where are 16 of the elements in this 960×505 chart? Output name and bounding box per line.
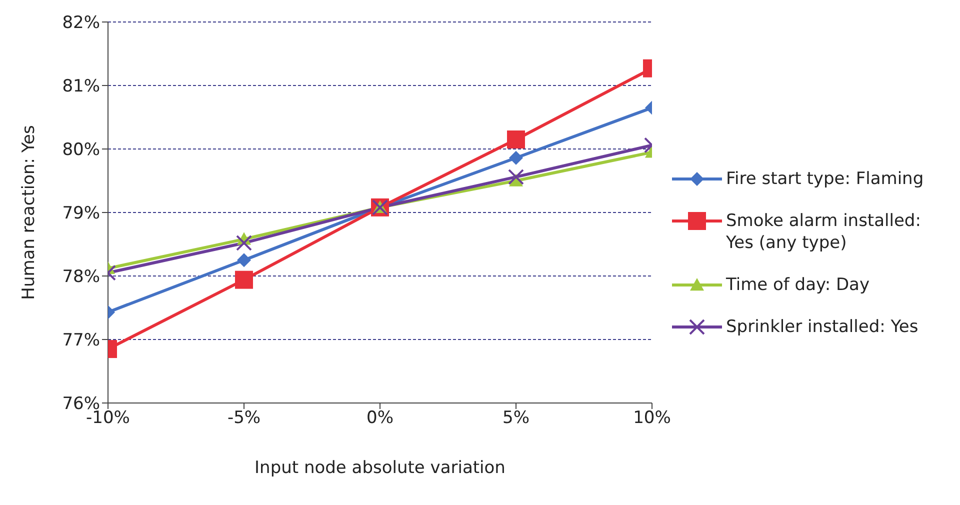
y-tick-label: 79% [62, 204, 100, 224]
y-tick-label: 77% [62, 330, 100, 351]
y-tick-label: 80% [62, 140, 100, 160]
x-tick-label: 10% [633, 408, 671, 428]
x-tick-label: 0% [366, 408, 394, 428]
y-axis-title: Human reaction: Yes [19, 125, 40, 300]
x-tick-label: -5% [227, 408, 261, 428]
y-tick-label: 78% [62, 267, 100, 288]
legend-label: Fire start type: Flaming [726, 168, 924, 190]
legend-label: Smoke alarm installed: Yes (any type) [726, 210, 922, 254]
legend-label: Sprinkler installed: Yes [726, 316, 918, 338]
x-axis-title: Input node absolute variation [254, 458, 506, 478]
y-tick-label: 81% [62, 76, 100, 97]
y-tick-label: 82% [62, 13, 100, 34]
legend-label: Time of day: Day [726, 274, 870, 296]
x-tick-label: 5% [502, 408, 530, 428]
